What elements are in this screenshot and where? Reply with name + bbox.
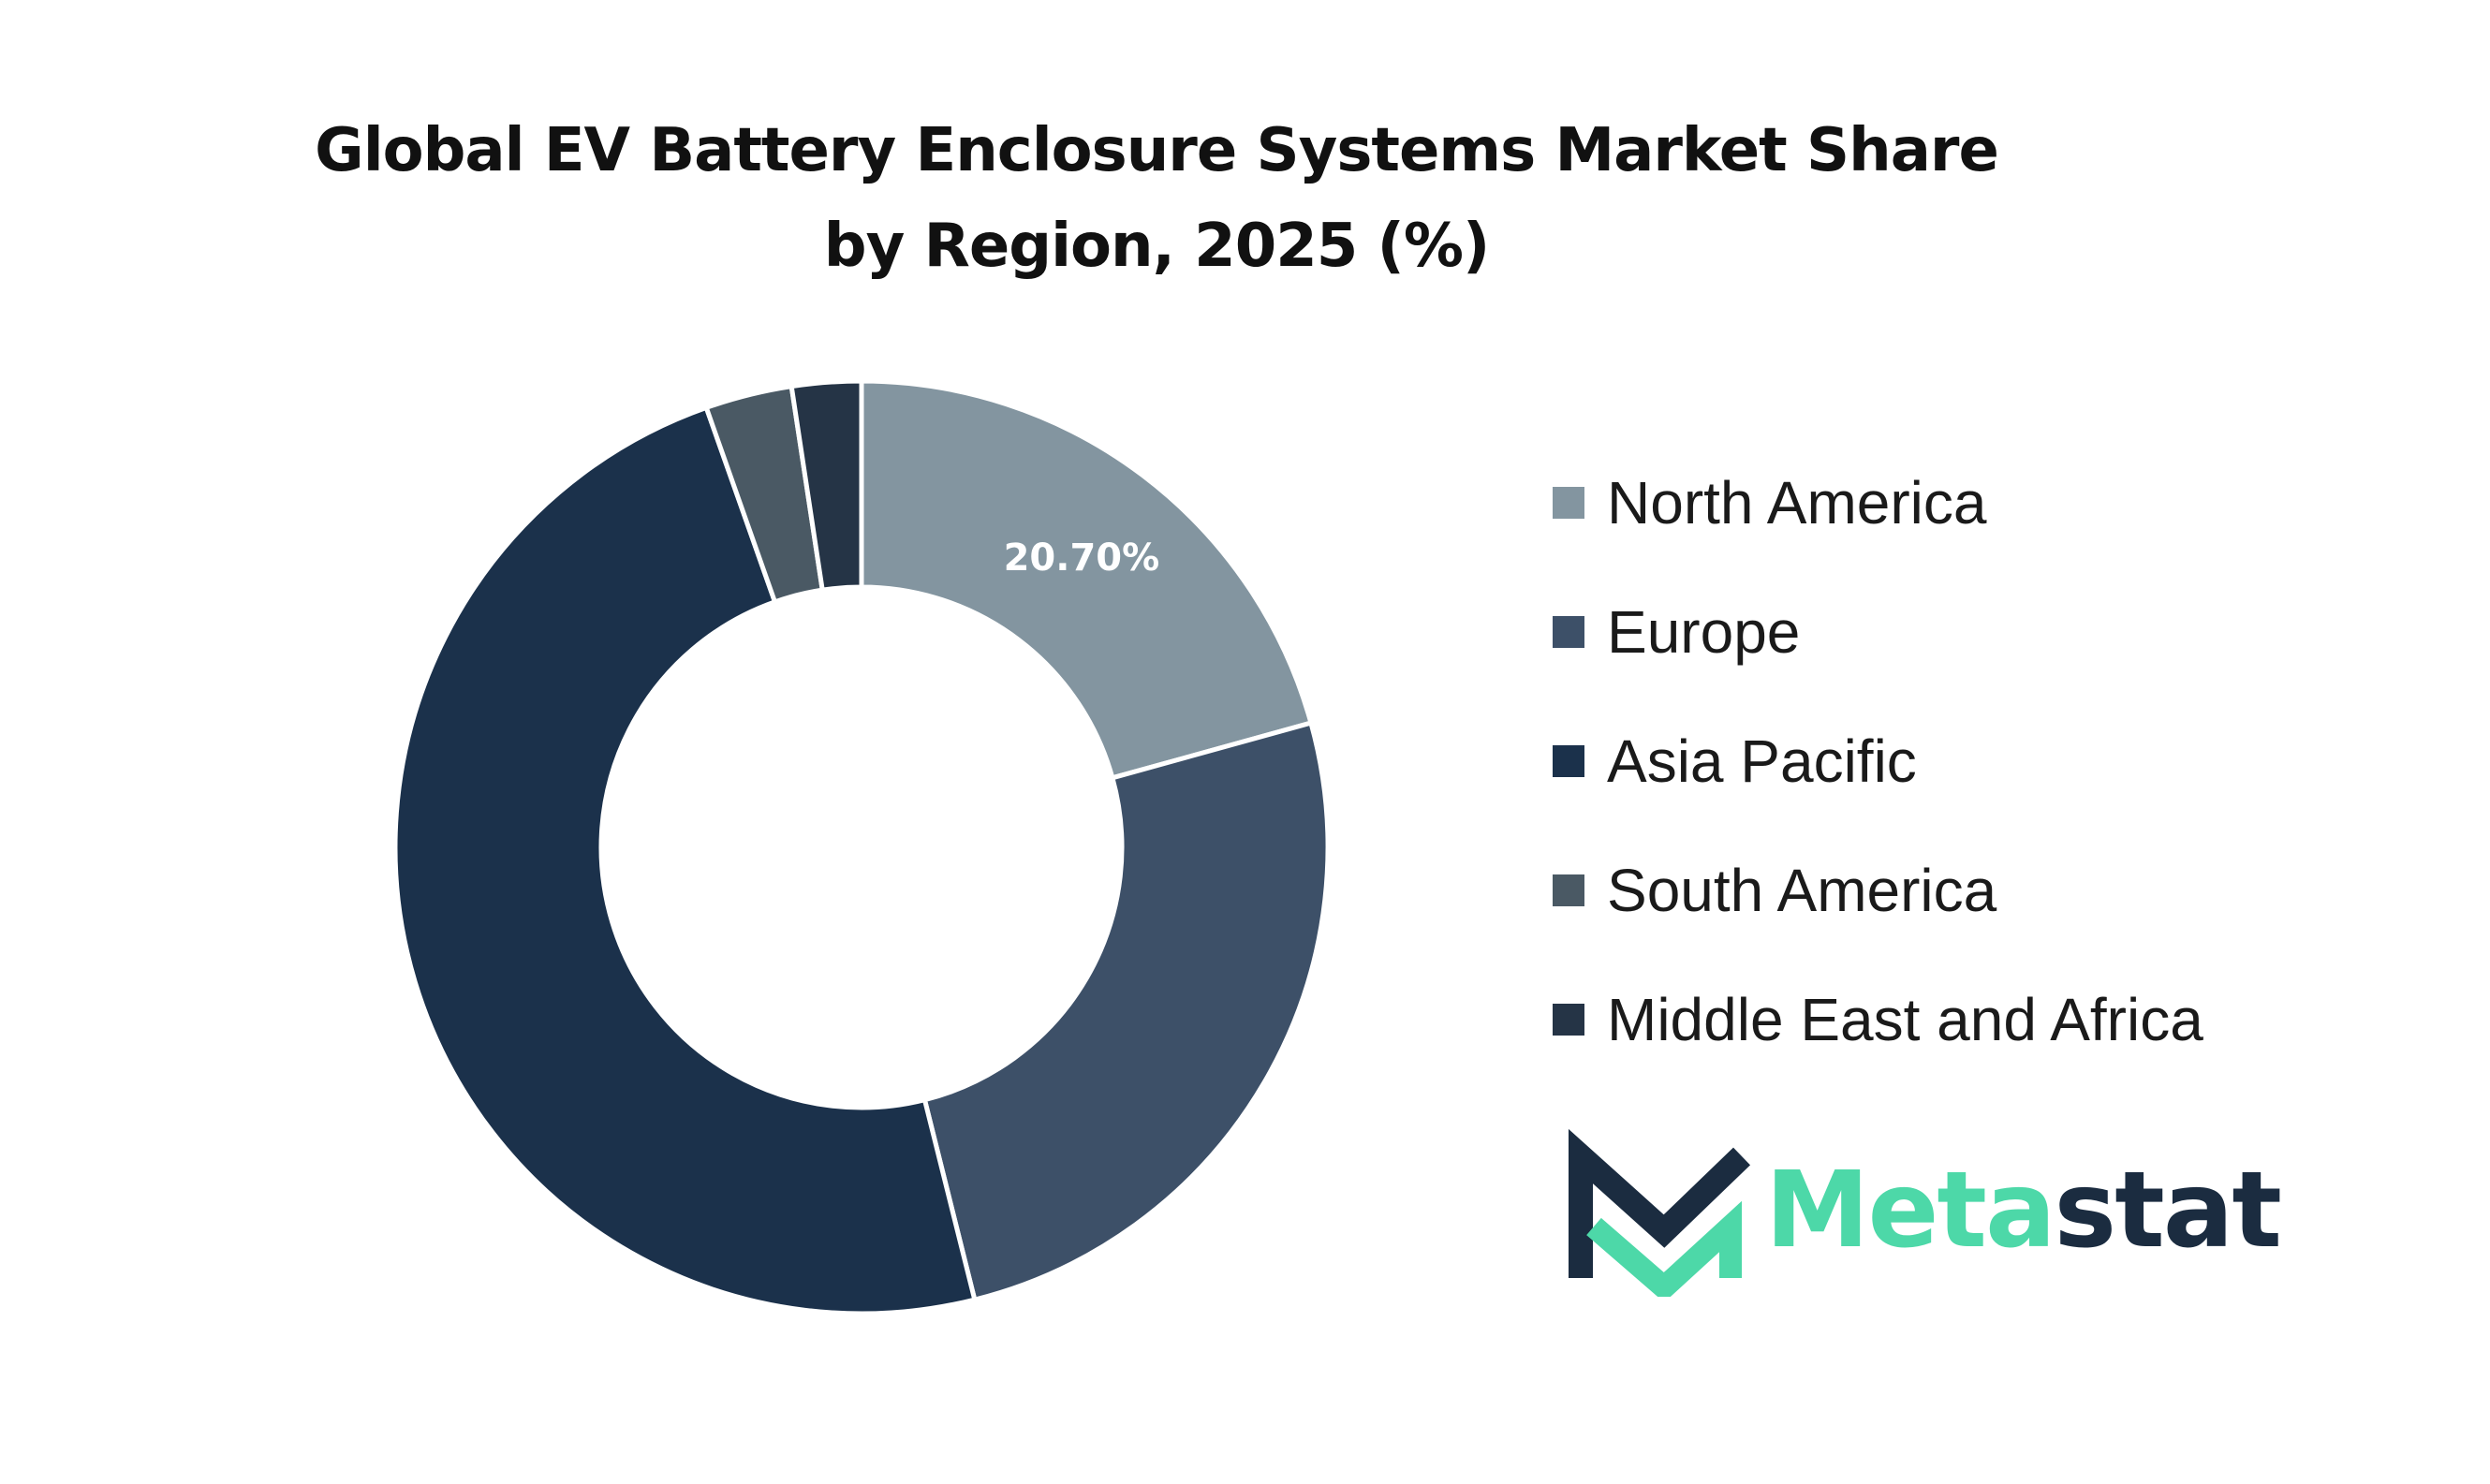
legend-item-middle-east-and-africa: Middle East and Africa (1553, 955, 2203, 1084)
donut-chart: 20.70% (392, 378, 1331, 1316)
chart-title: Global EV Battery Enclosure Systems Mark… (315, 116, 1999, 281)
logo-wordmark: Metastat (1765, 1150, 2282, 1271)
legend-item-south-america: South America (1553, 826, 2203, 955)
chart-legend: North America Europe Asia Pacific South Ame… (1553, 438, 2203, 1084)
legend-label-europe: Europe (1607, 598, 1801, 666)
logo-text-meta: Meta (1765, 1150, 2056, 1271)
donut-slice-middle-east-and-africa (788, 378, 864, 594)
legend-swatch-europe (1553, 616, 1584, 648)
legend-label-middle-east-and-africa: Middle East and Africa (1607, 986, 2203, 1053)
legend-item-europe: Europe (1553, 567, 2203, 697)
legend-swatch-north-america (1553, 487, 1584, 519)
legend-label-north-america: North America (1607, 469, 1987, 536)
donut-slice-north-america (859, 378, 1315, 781)
legend-item-asia-pacific: Asia Pacific (1553, 697, 2203, 826)
legend-swatch-middle-east-and-africa (1553, 1004, 1584, 1036)
legend-swatch-south-america (1553, 874, 1584, 906)
logo-text-stat: stat (2054, 1150, 2282, 1271)
donut-slice-europe (921, 720, 1331, 1303)
metastat-logo-icon (1569, 1128, 1751, 1297)
legend-label-south-america: South America (1607, 857, 1997, 924)
donut-slice-asia-pacific (392, 404, 978, 1316)
legend-label-asia-pacific: Asia Pacific (1607, 727, 1917, 795)
legend-item-north-america: North America (1553, 438, 2203, 567)
data-label-north-america: 20.70% (1004, 536, 1160, 580)
legend-swatch-asia-pacific (1553, 745, 1584, 777)
